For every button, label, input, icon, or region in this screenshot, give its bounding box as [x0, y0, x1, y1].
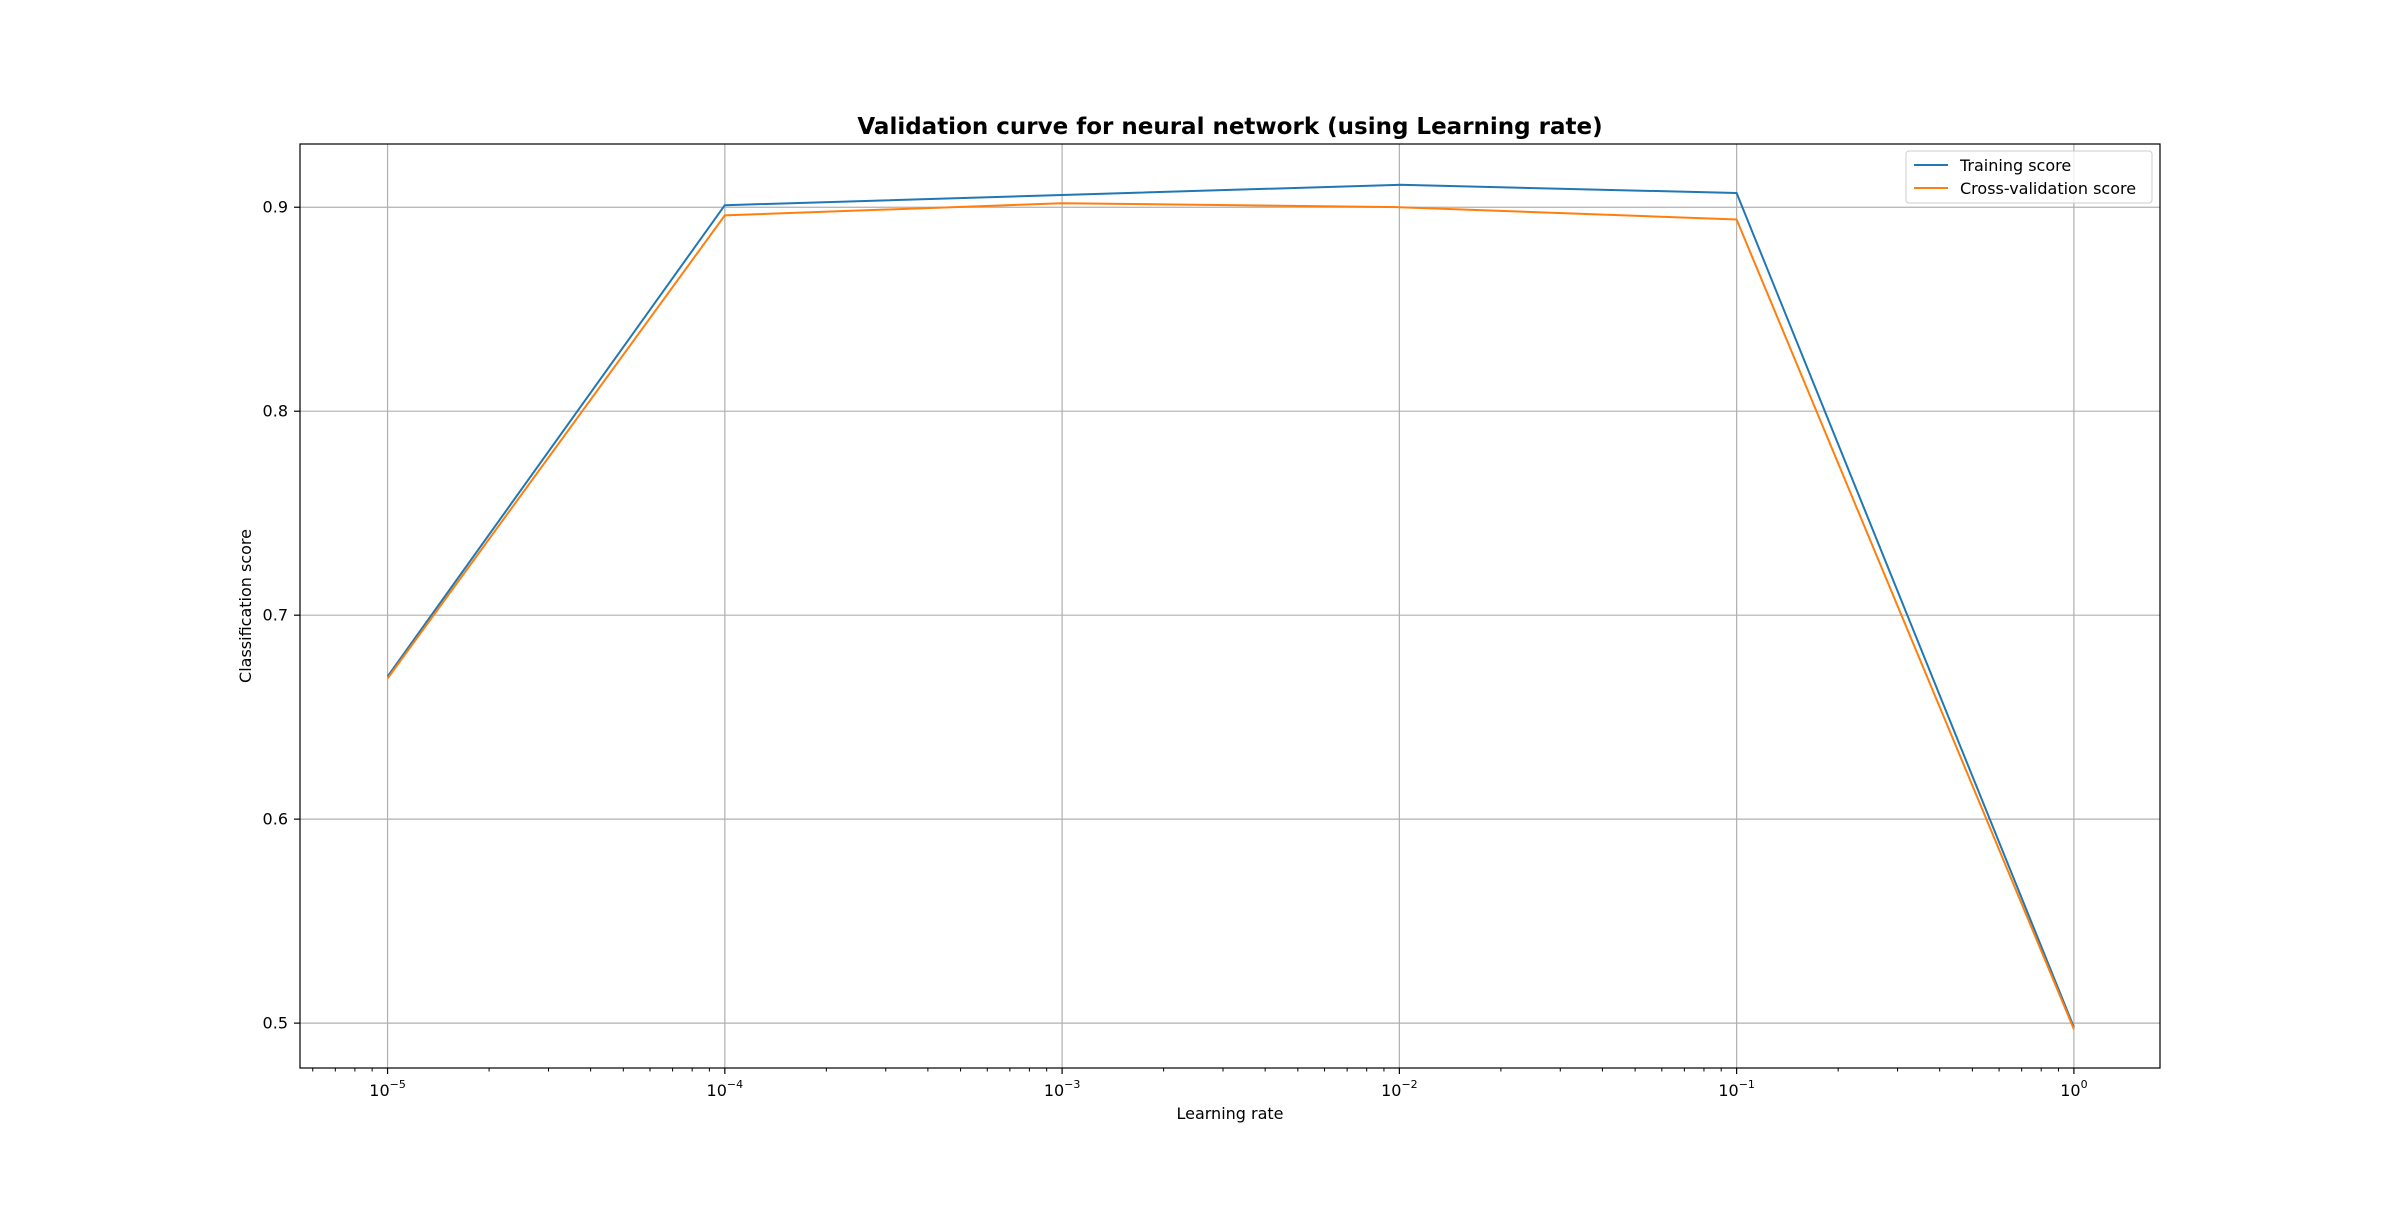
x-tick-label: 10−3	[1044, 1078, 1081, 1100]
y-tick-label: 0.5	[263, 1014, 288, 1033]
legend-label-training: Training score	[1959, 156, 2071, 175]
y-tick-label: 0.9	[263, 198, 288, 217]
grid-lines	[300, 144, 2160, 1068]
series-line-1	[386, 202, 2075, 1030]
y-tick-label: 0.7	[263, 606, 288, 625]
legend-label-cross-validation: Cross-validation score	[1960, 179, 2136, 198]
x-tick-label: 10−2	[1381, 1078, 1418, 1100]
y-tick-label: 0.6	[263, 810, 288, 829]
legend-box	[1905, 150, 2153, 204]
x-tick-label: 100	[2060, 1078, 2087, 1100]
legend: Training score Cross-validation score	[1905, 150, 2153, 204]
x-tick-label: 10−4	[707, 1078, 744, 1100]
x-axis-label: Learning rate	[1176, 1104, 1283, 1123]
series-lines	[386, 183, 2075, 1030]
x-tick-label: 10−1	[1718, 1078, 1755, 1100]
plot-area-frame	[299, 143, 2161, 1069]
y-axis-label: Classification score	[236, 529, 255, 683]
y-tick-label: 0.8	[263, 402, 288, 421]
chart-title: Validation curve for neural network (usi…	[857, 114, 1602, 140]
x-tick-label: 10−5	[369, 1078, 406, 1100]
series-line-0	[386, 183, 2075, 1028]
x-minor-ticks	[312, 1068, 2059, 1072]
axis-ticks: 10−5 10−4 10−3 10−2 10−1 100 0.5 0.6 0.7 0.8 0.9	[263, 198, 2088, 1100]
